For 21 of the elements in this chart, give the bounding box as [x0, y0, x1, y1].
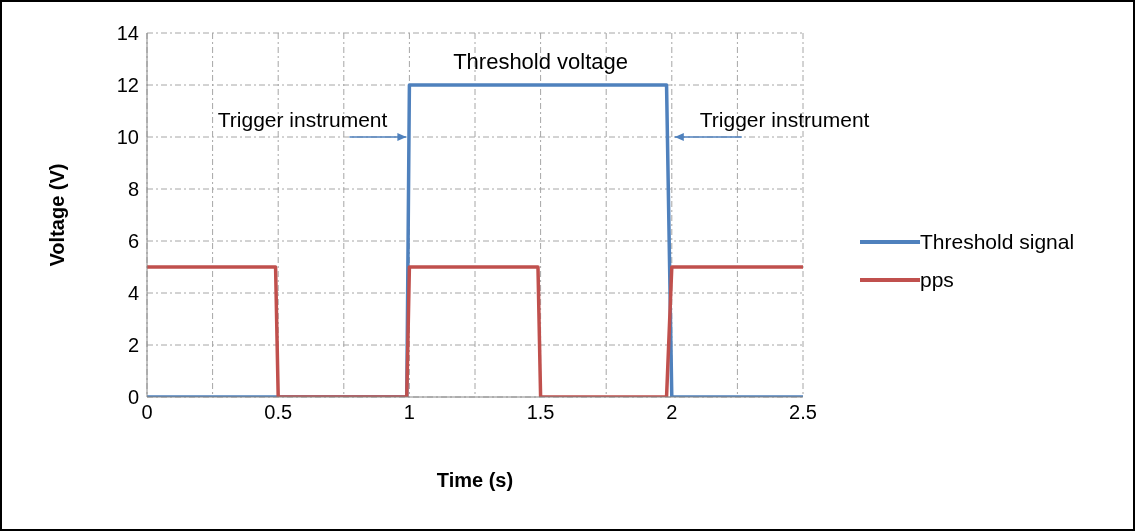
y-tick-label: 10: [116, 126, 139, 149]
y-tick-label: 4: [127, 282, 139, 305]
y-tick-label: 6: [127, 230, 139, 253]
x-tick-label: 1: [403, 401, 415, 424]
y-axis-title: Voltage (V): [46, 163, 69, 267]
annotation: Threshold voltage: [453, 49, 629, 74]
x-axis-title: Time (s): [436, 469, 514, 491]
annotation: Trigger instrument: [217, 108, 388, 131]
y-tick-label: 0: [127, 386, 139, 409]
legend-label: pps: [920, 268, 954, 292]
y-tick-label: 12: [116, 74, 139, 97]
legend-label: Threshold signal: [920, 230, 1075, 254]
y-tick-label: 8: [127, 178, 139, 201]
x-tick-label: 0.5: [264, 401, 293, 424]
x-tick-label: 1.5: [526, 401, 555, 424]
y-tick-label: 2: [127, 334, 139, 357]
x-tick-label: 2: [666, 401, 678, 424]
y-tick-label: 14: [116, 22, 139, 45]
x-tick-label: 0: [141, 401, 153, 424]
x-tick-label: 2.5: [789, 401, 817, 424]
annotation: Trigger instrument: [699, 108, 870, 131]
